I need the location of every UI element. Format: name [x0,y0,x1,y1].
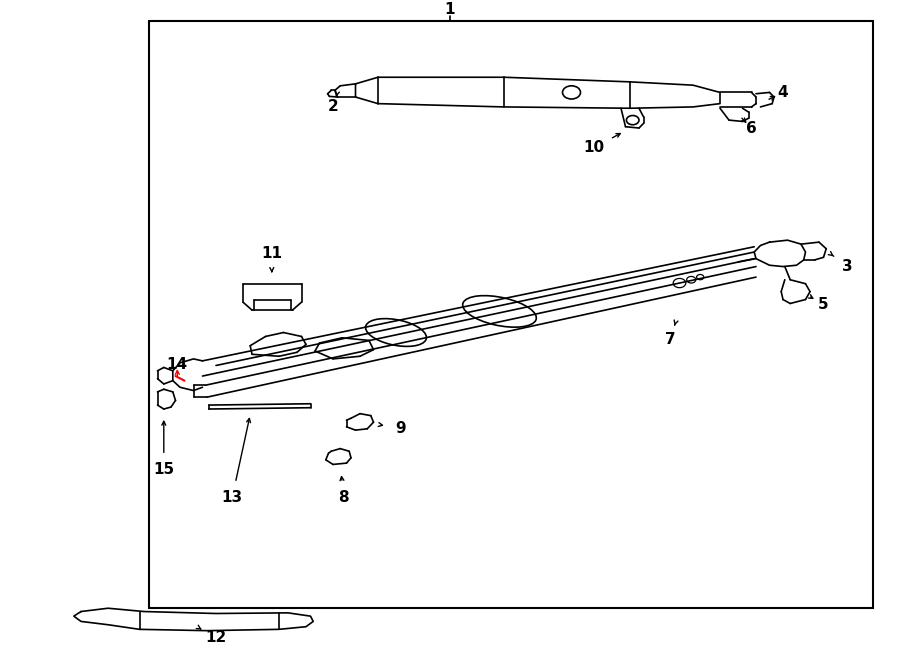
Text: 13: 13 [221,490,243,505]
Text: 2: 2 [328,99,338,114]
Text: 7: 7 [665,332,676,346]
Text: 1: 1 [445,2,455,17]
Text: 3: 3 [842,259,853,274]
Bar [148,21,873,608]
Text: 8: 8 [338,490,349,505]
Text: 10: 10 [583,140,605,155]
Text: 11: 11 [261,246,283,261]
Text: 9: 9 [395,421,406,436]
Text: 4: 4 [778,85,788,100]
Text: 15: 15 [153,462,175,477]
Text: 5: 5 [818,297,829,312]
Text: 14: 14 [166,357,188,371]
Text: 12: 12 [205,631,227,645]
Text: 6: 6 [746,120,757,136]
